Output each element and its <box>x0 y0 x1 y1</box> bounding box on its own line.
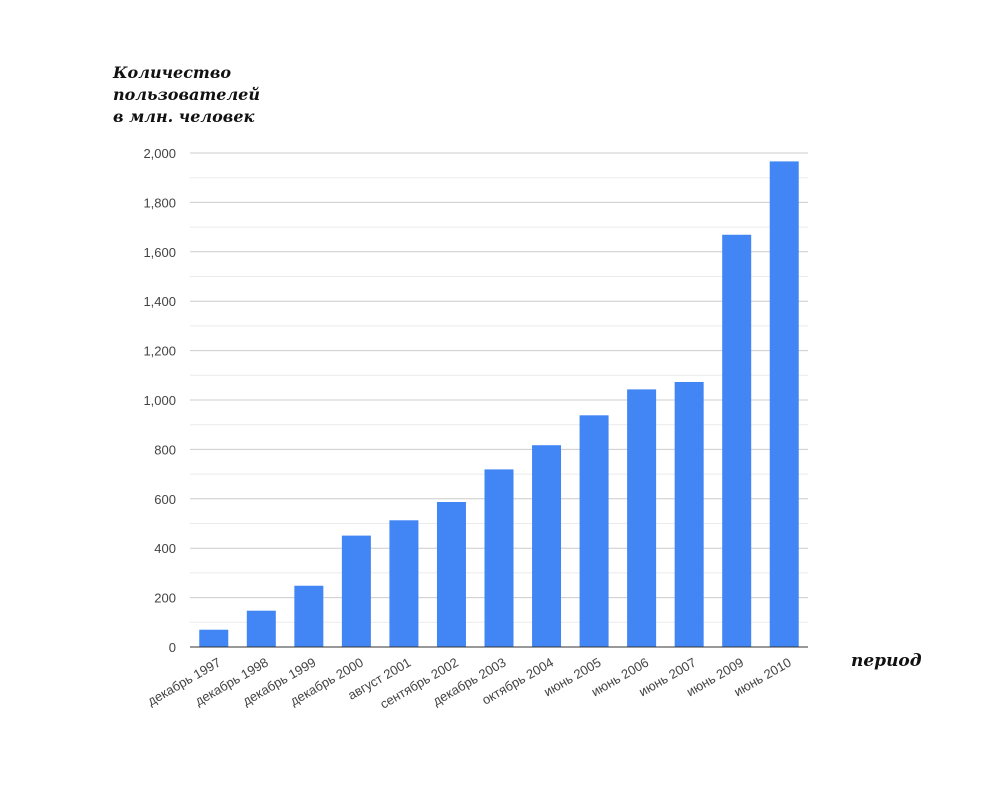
x-axis-title: период <box>851 651 922 671</box>
bar <box>579 415 609 647</box>
bar <box>341 535 371 647</box>
y-tick-label: 200 <box>154 591 176 606</box>
bar <box>627 389 657 647</box>
bar <box>769 161 799 647</box>
bar <box>532 445 562 647</box>
y-tick-label: 400 <box>154 541 176 556</box>
y-axis-title: Количество пользователей в млн. человек <box>113 62 260 128</box>
bar <box>294 585 324 647</box>
y-axis-title-line: Количество <box>113 63 232 82</box>
y-tick-label: 1,000 <box>143 393 176 408</box>
y-tick-label: 1,400 <box>143 294 176 309</box>
y-axis-title-line: в млн. человек <box>113 107 255 126</box>
y-tick-label: 600 <box>154 492 176 507</box>
y-tick-label: 0 <box>169 640 176 655</box>
bar <box>199 629 229 647</box>
y-tick-label: 2,000 <box>143 146 176 161</box>
y-tick-label: 1,200 <box>143 344 176 359</box>
y-tick-label: 1,600 <box>143 245 176 260</box>
bar <box>246 610 276 647</box>
bar <box>484 469 514 647</box>
bar <box>722 234 752 647</box>
y-tick-label: 1,800 <box>143 195 176 210</box>
y-axis-title-line: пользователей <box>113 85 260 104</box>
bar <box>436 502 466 647</box>
bar <box>389 520 419 647</box>
y-tick-label: 800 <box>154 442 176 457</box>
bar <box>674 381 704 647</box>
